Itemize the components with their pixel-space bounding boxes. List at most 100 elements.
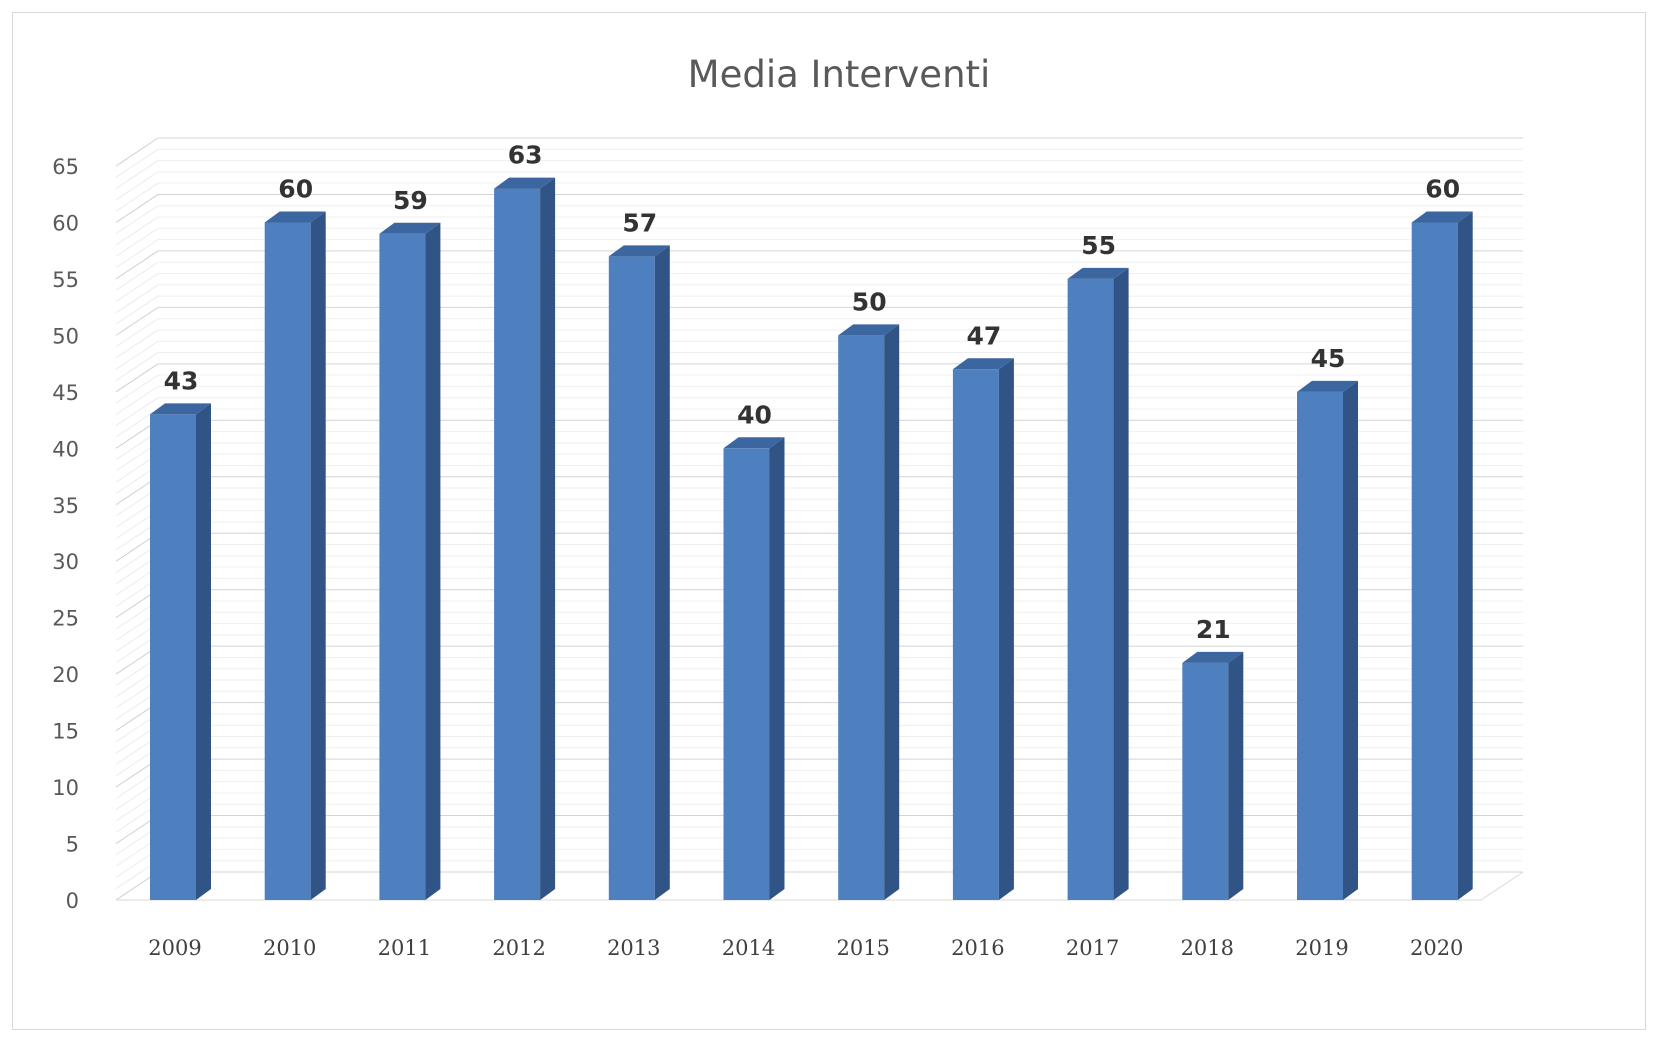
- bar-2012: [494, 177, 556, 901]
- data-label: 60: [278, 174, 313, 203]
- x-tick-label: 2012: [492, 936, 545, 960]
- y-tick-label: 20: [52, 663, 79, 687]
- chart-svg: Media Interventi 0 5 10 15 20 25 30 35 40 45 50 55 6…: [52, 53, 1524, 960]
- data-label: 63: [508, 141, 543, 170]
- bar-side: [998, 358, 1014, 900]
- x-tick-label: 2013: [607, 936, 660, 960]
- gridline-major: [115, 250, 159, 280]
- y-tick-label: 40: [52, 437, 79, 461]
- data-label: 43: [164, 366, 199, 395]
- x-tick-label: 2014: [722, 936, 775, 960]
- bars: [150, 177, 1473, 901]
- gridline-minor: [115, 374, 159, 404]
- bar-side: [196, 403, 211, 900]
- bar-top: [1411, 211, 1473, 223]
- gridline-major: [115, 306, 159, 336]
- bar-side: [884, 324, 900, 900]
- y-tick-label: 55: [52, 268, 79, 292]
- bar-2014: [723, 437, 785, 900]
- gridline-minor: [115, 171, 159, 201]
- bar-top: [838, 324, 900, 336]
- gridline-minor: [115, 340, 159, 370]
- bar-front: [1067, 278, 1114, 900]
- bar-front: [1411, 222, 1458, 900]
- bar-top: [1297, 380, 1358, 392]
- bar-top: [150, 403, 211, 415]
- gridline-minor: [115, 205, 159, 235]
- x-tick-label: 2011: [378, 936, 431, 960]
- gridline-minor: [115, 352, 159, 381]
- bar-top: [608, 245, 670, 257]
- y-tick-label: 15: [52, 720, 79, 744]
- bar-2016: [952, 358, 1014, 900]
- bar-2018: [1182, 651, 1244, 900]
- data-label: 50: [852, 287, 887, 316]
- gridline-minor: [115, 239, 159, 269]
- x-tick-label: 2019: [1295, 936, 1348, 960]
- chart-title: Media Interventi: [688, 53, 991, 96]
- y-tick-label: 45: [52, 381, 79, 405]
- bar-front: [952, 369, 999, 900]
- bar-front: [1182, 662, 1229, 900]
- floor-edge-side: [1480, 871, 1524, 901]
- gridline-minor: [115, 295, 159, 325]
- x-tick-label: 2018: [1181, 936, 1234, 960]
- gridline-minor: [115, 148, 159, 178]
- bar-2019: [1297, 380, 1358, 900]
- bar-front: [264, 222, 311, 900]
- bar-side: [654, 245, 670, 901]
- y-tick-label: 10: [52, 776, 79, 800]
- bar-side: [310, 211, 326, 900]
- data-label: 45: [1311, 344, 1346, 373]
- x-axis: 2009 2010 2011 2012 2013 2014 2015 2016 2017 2018…: [148, 936, 1463, 960]
- bar-2015: [838, 324, 900, 900]
- bar-top: [723, 437, 785, 449]
- bar-front: [379, 233, 426, 900]
- y-tick-label: 25: [52, 607, 79, 631]
- bar-2013: [608, 245, 670, 901]
- data-label: 40: [737, 400, 772, 429]
- x-tick-label: 2009: [148, 936, 201, 960]
- gridline-minor: [115, 386, 159, 415]
- bar-front: [1297, 391, 1343, 900]
- gridline-major: [115, 363, 159, 393]
- data-label: 57: [622, 208, 657, 237]
- bar-2010: [264, 211, 326, 900]
- bar-top: [952, 358, 1014, 370]
- bar-front: [608, 256, 655, 900]
- y-tick-label: 35: [52, 494, 79, 518]
- bar-front: [723, 448, 770, 900]
- data-label: 59: [393, 186, 428, 215]
- data-label: 55: [1081, 231, 1116, 260]
- bar-side: [1457, 211, 1473, 900]
- gridline-major: [115, 194, 159, 223]
- gridline-minor: [115, 318, 159, 348]
- gridline-minor: [115, 408, 159, 438]
- bar-front: [838, 335, 885, 900]
- bar-side: [769, 437, 785, 900]
- y-tick-label: 5: [66, 833, 79, 857]
- bar-side: [1228, 651, 1244, 900]
- y-tick-label: 30: [52, 550, 79, 574]
- bar-top: [1182, 651, 1244, 663]
- bar-side: [540, 177, 556, 901]
- gridline-minor: [115, 329, 159, 359]
- gridline-minor: [115, 182, 159, 212]
- gridline-minor: [115, 216, 159, 246]
- gridline-minor: [115, 227, 159, 257]
- bar-2017: [1067, 267, 1129, 900]
- gridline-major: [115, 137, 159, 167]
- y-tick-label: 0: [66, 889, 79, 913]
- bar-side: [1343, 380, 1358, 900]
- bar-front: [494, 188, 541, 901]
- x-tick-label: 2020: [1410, 936, 1463, 960]
- bar-front: [150, 414, 196, 900]
- data-label: 21: [1196, 615, 1231, 644]
- x-tick-label: 2017: [1066, 936, 1119, 960]
- bar-2020: [1411, 211, 1473, 900]
- bar-top: [494, 177, 556, 189]
- y-tick-label: 60: [52, 211, 79, 235]
- bar-top: [264, 211, 326, 223]
- bar-side: [1113, 267, 1129, 900]
- bar-2009: [150, 403, 211, 900]
